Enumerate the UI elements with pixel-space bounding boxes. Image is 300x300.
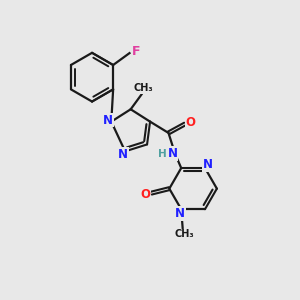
Text: N: N [175, 207, 185, 220]
Text: N: N [103, 114, 113, 127]
Text: O: O [140, 188, 150, 201]
Text: O: O [186, 116, 196, 129]
Text: N: N [203, 158, 213, 171]
Text: N: N [118, 148, 128, 161]
Text: N: N [168, 147, 178, 160]
Text: H: H [158, 149, 167, 159]
Text: CH₃: CH₃ [133, 83, 153, 93]
Text: F: F [132, 45, 140, 58]
Text: CH₃: CH₃ [174, 230, 194, 239]
